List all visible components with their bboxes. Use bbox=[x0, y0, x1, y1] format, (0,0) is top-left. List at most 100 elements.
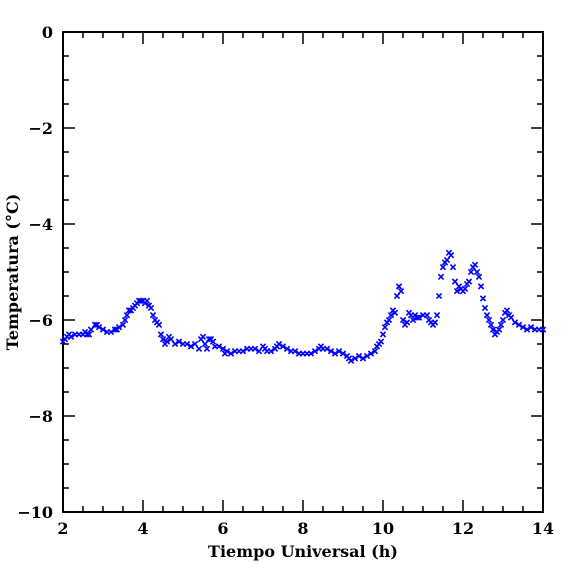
data-point bbox=[413, 314, 421, 321]
data-point bbox=[451, 278, 459, 285]
data-point bbox=[143, 297, 151, 304]
data-point bbox=[475, 273, 483, 280]
data-point bbox=[171, 340, 179, 348]
data-point bbox=[123, 312, 131, 319]
data-point bbox=[187, 343, 195, 350]
data-point bbox=[347, 357, 355, 364]
x-tick-label: 6 bbox=[217, 519, 228, 538]
data-point bbox=[331, 350, 339, 357]
data-point bbox=[115, 324, 123, 331]
x-tick-label: 8 bbox=[297, 519, 308, 538]
y-tick-label: −6 bbox=[28, 311, 53, 330]
data-point bbox=[479, 295, 487, 302]
data-point bbox=[391, 309, 399, 316]
data-point bbox=[539, 326, 547, 333]
data-point bbox=[379, 331, 387, 338]
data-point bbox=[481, 304, 489, 312]
data-point bbox=[503, 307, 511, 314]
y-axis-title: Temperatura (°C) bbox=[3, 194, 22, 351]
y-tick-label: −4 bbox=[28, 215, 53, 234]
data-point bbox=[99, 326, 107, 333]
data-point bbox=[119, 321, 127, 328]
data-point bbox=[449, 264, 457, 271]
data-point bbox=[495, 326, 503, 333]
data-point bbox=[275, 340, 283, 348]
data-point bbox=[359, 355, 367, 362]
data-point bbox=[473, 268, 481, 276]
x-tick-label: 10 bbox=[372, 519, 394, 538]
data-point bbox=[511, 319, 519, 326]
data-point bbox=[399, 316, 407, 324]
x-tick-label: 12 bbox=[452, 519, 474, 538]
data-point bbox=[203, 345, 211, 352]
data-point bbox=[323, 345, 331, 352]
data-point bbox=[67, 333, 75, 340]
data-point bbox=[471, 261, 479, 268]
data-point bbox=[489, 326, 497, 333]
data-point bbox=[159, 336, 167, 343]
data-point bbox=[477, 283, 485, 290]
data-point bbox=[149, 312, 157, 319]
data-point bbox=[483, 312, 491, 319]
data-point bbox=[121, 316, 129, 324]
data-point bbox=[251, 345, 259, 352]
data-point bbox=[467, 268, 475, 276]
data-point bbox=[283, 345, 291, 352]
data-point bbox=[175, 338, 183, 345]
data-point bbox=[307, 350, 315, 357]
data-point bbox=[377, 338, 385, 345]
data-point bbox=[439, 264, 447, 271]
data-point bbox=[85, 331, 93, 338]
data-point bbox=[395, 283, 403, 290]
data-point bbox=[195, 345, 203, 352]
data-point bbox=[487, 321, 495, 328]
x-tick-label: 14 bbox=[532, 519, 554, 538]
data-point bbox=[351, 355, 359, 362]
data-point bbox=[465, 278, 473, 285]
data-point bbox=[403, 319, 411, 326]
data-point bbox=[435, 292, 443, 300]
data-point bbox=[393, 292, 401, 300]
x-tick-label: 4 bbox=[137, 519, 148, 538]
data-point bbox=[415, 314, 423, 321]
data-point bbox=[167, 336, 175, 343]
data-point bbox=[409, 316, 417, 324]
data-point bbox=[433, 312, 441, 319]
y-tick-label: 0 bbox=[42, 23, 53, 42]
data-point bbox=[499, 316, 507, 324]
data-point bbox=[397, 288, 405, 295]
data-point bbox=[267, 348, 275, 355]
data-point bbox=[155, 321, 163, 328]
data-point bbox=[183, 340, 191, 348]
data-point bbox=[191, 340, 199, 348]
data-point bbox=[431, 319, 439, 326]
data-point bbox=[527, 324, 535, 331]
data-point bbox=[239, 348, 247, 355]
y-tick-label: −8 bbox=[28, 407, 53, 426]
data-point bbox=[199, 333, 207, 340]
data-point bbox=[443, 256, 451, 264]
data-point bbox=[519, 324, 527, 331]
data-point bbox=[95, 324, 103, 331]
data-point bbox=[205, 336, 213, 343]
data-point bbox=[367, 350, 375, 357]
data-point bbox=[355, 352, 363, 360]
data-point bbox=[371, 348, 379, 355]
data-point bbox=[311, 348, 319, 355]
data-point bbox=[363, 352, 371, 360]
data-point bbox=[453, 288, 461, 295]
data-point bbox=[497, 321, 505, 328]
y-tick-label: −2 bbox=[28, 119, 53, 138]
data-point bbox=[381, 324, 389, 331]
data-point bbox=[255, 348, 263, 355]
data-point bbox=[507, 314, 515, 321]
data-point bbox=[209, 338, 217, 345]
data-point bbox=[485, 316, 493, 324]
data-point bbox=[83, 331, 91, 338]
data-point bbox=[107, 328, 115, 336]
axis-ticks bbox=[62, 31, 544, 513]
data-point bbox=[515, 321, 523, 328]
data-point bbox=[335, 348, 343, 355]
data-point bbox=[387, 312, 395, 319]
